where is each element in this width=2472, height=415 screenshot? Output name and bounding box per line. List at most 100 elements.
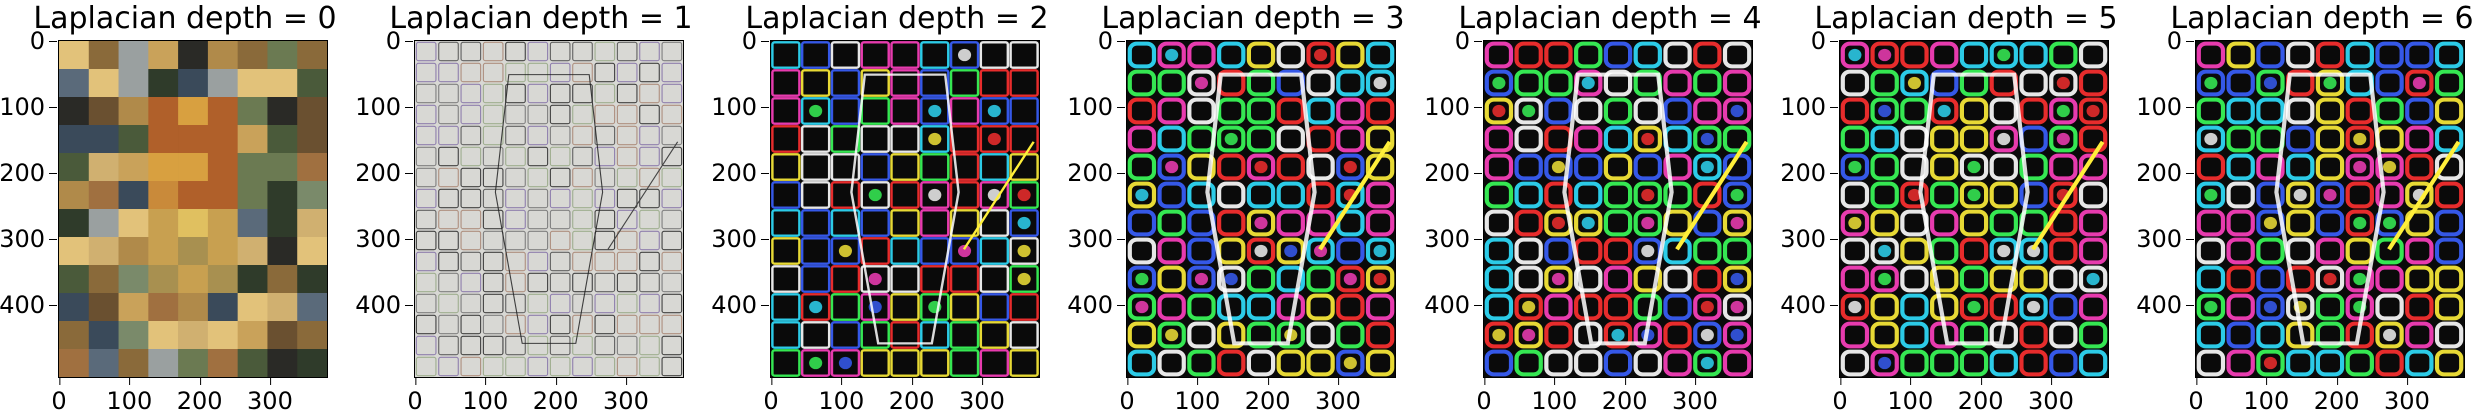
edge-block — [572, 335, 593, 356]
edge-block — [2226, 41, 2255, 69]
edge-block — [1930, 97, 1959, 125]
image-block — [207, 209, 239, 238]
image-block — [118, 181, 149, 210]
edge-block — [1722, 41, 1752, 69]
edge-block — [890, 265, 920, 293]
edge-block — [771, 209, 801, 237]
edge-block — [616, 314, 638, 335]
x-tick-label: 300 — [959, 377, 1005, 415]
edge-block — [438, 335, 459, 356]
image-block — [59, 321, 90, 350]
edge-block — [527, 251, 549, 272]
edge-block — [1693, 265, 1722, 293]
image-block — [88, 69, 119, 98]
edge-blob — [1611, 328, 1625, 342]
edge-block — [438, 272, 459, 293]
edge-block — [771, 321, 801, 349]
edge-block — [1336, 153, 1365, 181]
edge-block — [1365, 125, 1395, 153]
edge-block — [2405, 69, 2434, 97]
edge-block — [920, 153, 950, 181]
edge-block — [594, 125, 616, 146]
image-block — [237, 293, 268, 322]
edge-block — [1365, 349, 1395, 377]
edge-block — [2286, 181, 2315, 209]
edge-block — [616, 83, 638, 104]
edge-block — [979, 125, 1010, 153]
edge-block — [639, 167, 660, 188]
edge-block — [2375, 69, 2404, 97]
edge-block — [1574, 209, 1603, 237]
edge-block — [979, 349, 1010, 377]
edge-blob — [1848, 216, 1862, 230]
edge-block — [1603, 321, 1633, 349]
edge-block — [460, 83, 482, 104]
image-frame: 0 100 200 300 400 0 100 200 300 — [355, 29, 684, 413]
edge-block — [527, 188, 549, 209]
edge-blob — [928, 188, 942, 202]
edge-block — [2078, 293, 2108, 321]
edge-block — [2434, 293, 2464, 321]
edge-blob — [2027, 300, 2041, 314]
edge-block — [1959, 69, 1989, 97]
edge-block — [661, 209, 683, 230]
x-tick-label: 0 — [763, 377, 779, 415]
y-tick-label: 100 — [2136, 93, 2194, 122]
y-tick-label: 0 — [29, 27, 58, 55]
edge-block — [415, 83, 437, 104]
edge-block — [1574, 125, 1603, 153]
edge-block — [661, 314, 683, 335]
edge-block — [1365, 293, 1395, 321]
edge-block — [2196, 41, 2226, 69]
edge-block — [594, 146, 616, 167]
edge-block — [2078, 125, 2108, 153]
edge-block — [1544, 153, 1573, 181]
edge-blob — [1373, 76, 1387, 90]
edge-block — [1603, 41, 1633, 69]
edge-blob — [1641, 244, 1655, 258]
edge-block — [549, 83, 571, 104]
edge-block — [2434, 97, 2464, 125]
edge-block — [1365, 237, 1395, 265]
edge-block — [2345, 349, 2374, 377]
edge-block — [1633, 349, 1662, 377]
edge-block — [1959, 293, 1989, 321]
edge-block — [1157, 293, 1186, 321]
edge-block — [2434, 209, 2464, 237]
edge-blob — [1373, 272, 1387, 286]
edge-block — [979, 153, 1010, 181]
edge-block — [572, 62, 593, 83]
edge-block — [1989, 97, 2018, 125]
edge-block — [1484, 97, 1514, 125]
x-tick-label: 100 — [818, 377, 865, 415]
edge-block — [2256, 153, 2285, 181]
edge-block — [2049, 69, 2078, 97]
edge-block — [771, 69, 801, 97]
image-block — [267, 209, 298, 238]
edge-block — [1157, 209, 1186, 237]
edge-block — [438, 167, 459, 188]
edge-block — [661, 104, 683, 125]
edge-block — [1840, 181, 1870, 209]
edge-blob — [958, 244, 972, 258]
edge-blob — [1343, 356, 1357, 370]
edge-block — [1157, 41, 1186, 69]
edge-block — [1633, 209, 1662, 237]
edge-block — [1989, 125, 2018, 153]
edge-block — [505, 125, 526, 146]
edge-block — [1217, 41, 1246, 69]
edge-block — [2078, 321, 2108, 349]
edge-block — [860, 349, 890, 377]
edge-block — [2286, 265, 2315, 293]
diagonal-edge — [962, 141, 1035, 250]
edge-block — [438, 125, 459, 146]
edge-block — [1603, 237, 1633, 265]
edge-block — [2256, 321, 2285, 349]
image-block — [207, 237, 239, 266]
image-block — [267, 265, 298, 294]
edge-block — [2078, 349, 2108, 377]
edge-block — [2345, 125, 2374, 153]
edge-block — [1840, 97, 1870, 125]
edge-block — [1484, 265, 1514, 293]
edge-block — [594, 83, 616, 104]
